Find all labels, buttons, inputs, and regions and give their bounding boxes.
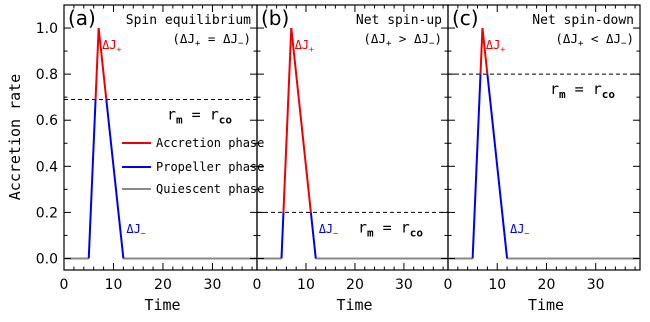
- x-tick-label: 0: [60, 277, 69, 293]
- x-axis-title: Time: [336, 296, 372, 314]
- delta-j-label: ΔJ−: [126, 222, 145, 238]
- x-ticks: [256, 5, 444, 270]
- x-tick-label: 20: [154, 277, 172, 293]
- delta-j-label: ΔJ−: [510, 222, 529, 238]
- y-tick-label: 0.2: [36, 205, 58, 221]
- legend-entry: Propeller phase: [156, 160, 264, 174]
- panel-title: Spin equilibrium: [126, 13, 251, 28]
- y-tick-label: 0.8: [36, 67, 58, 83]
- propeller-fall-line: [105, 99, 125, 259]
- y-axis-title-layer: Accretion rate: [6, 74, 24, 200]
- threshold-label-bg: [163, 104, 236, 128]
- x-axis-title: Time: [144, 296, 180, 314]
- accretion-rise-line: [282, 28, 293, 213]
- propeller-rise-line: [87, 99, 97, 259]
- legend-entry: Accretion phase: [156, 136, 264, 150]
- legend-entry: Quiescent phase: [156, 182, 264, 196]
- x-tick-label: 0: [253, 277, 262, 293]
- threshold-label: rm = rco: [550, 80, 615, 101]
- x-tick-label: 10: [488, 277, 506, 293]
- accretion-fall-line: [97, 27, 108, 100]
- delta-j-label: ΔJ+: [295, 38, 314, 54]
- panel-2: 0 10 20 30 Time (b) Net spin-up (ΔJ+ > ΔJ−) rm =…: [253, 4, 449, 314]
- threshold-label-bg: [546, 79, 619, 103]
- panel-title: Net spin-down: [532, 13, 634, 28]
- delta-j-label: ΔJ+: [102, 38, 121, 54]
- x-tick-label: 10: [105, 277, 123, 293]
- plot-frame: [447, 4, 641, 271]
- x-ticks: [63, 5, 253, 270]
- y-tick-label: 0.6: [36, 113, 58, 129]
- accretion-fall-line: [290, 27, 312, 213]
- delta-j-label: ΔJ−: [319, 222, 338, 238]
- panel-3: 0 10 20 30 Time (c) Net spin-down (ΔJ+ < ΔJ−) rm…: [444, 4, 641, 314]
- y-tick-label: 1.0: [36, 21, 58, 37]
- threshold-label: rm = rco: [358, 218, 423, 239]
- propeller-fall-line: [486, 74, 509, 259]
- y-tick-label: 0.0: [36, 251, 58, 267]
- panels: 0 10 20 30 0.0 0.2 0.4 0.6 0.8 1.0 Time (a) Spin equ…: [36, 4, 641, 314]
- legend: Accretion phase Propeller phase Quiescent …: [122, 136, 264, 196]
- panel-1: 0 10 20 30 0.0 0.2 0.4 0.6 0.8 1.0 Time (a) Spin equ…: [36, 4, 264, 314]
- x-tick-label: 30: [395, 277, 413, 293]
- x-tick-label: 0: [444, 277, 453, 293]
- x-axis-title: Time: [528, 296, 564, 314]
- panel-condition: (ΔJ+ < ΔJ−): [555, 31, 634, 49]
- y-tick-label: 0.4: [36, 159, 58, 175]
- panel-condition: (ΔJ+ = ΔJ−): [172, 31, 251, 49]
- panel-letter: (a): [68, 6, 96, 30]
- y-ticks: [448, 27, 640, 259]
- panel-letter: (c): [452, 6, 479, 30]
- propeller-rise-line: [471, 74, 482, 259]
- y-ticks: [64, 27, 257, 259]
- threshold-label-bg: [354, 217, 427, 241]
- panel-letter: (b): [261, 6, 289, 30]
- delta-j-label: ΔJ+: [486, 38, 505, 54]
- accretion-rise-line: [94, 28, 100, 100]
- x-tick-label: 20: [538, 277, 556, 293]
- accretion-fall-line: [481, 27, 489, 75]
- x-ticks: [447, 5, 636, 270]
- x-tick-label: 30: [587, 277, 605, 293]
- y-axis-title: Accretion rate: [6, 74, 24, 200]
- panel-condition: (ΔJ+ > ΔJ−): [363, 31, 442, 49]
- accretion-rise-line: [479, 28, 484, 75]
- x-tick-label: 10: [297, 277, 315, 293]
- x-tick-label: 30: [204, 277, 222, 293]
- x-tick-label: 20: [346, 277, 364, 293]
- propeller-rise-line: [280, 212, 285, 259]
- y-ticks: [257, 27, 448, 259]
- threshold-label: rm = rco: [167, 105, 232, 126]
- propeller-fall-line: [309, 212, 317, 259]
- panel-title: Net spin-up: [356, 13, 442, 28]
